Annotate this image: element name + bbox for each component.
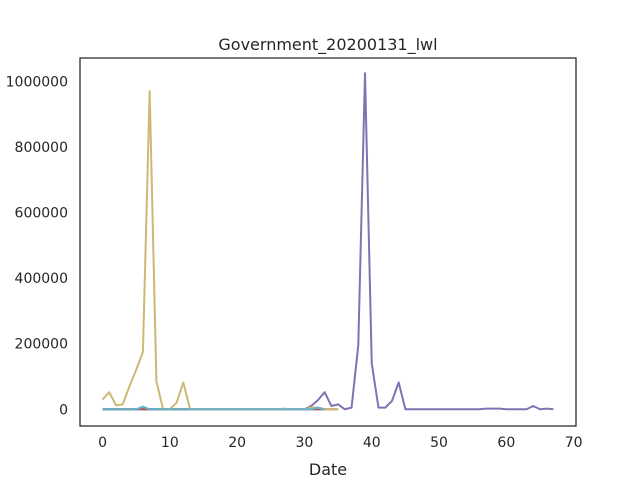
x-tick-label: 40 xyxy=(363,435,381,451)
series-line-5 xyxy=(101,90,339,411)
x-axis-label: Date xyxy=(309,460,347,479)
series-line-4 xyxy=(297,72,554,411)
x-tick-label: 10 xyxy=(161,435,179,451)
chart-title: Government_20200131_lwl xyxy=(218,35,437,55)
y-tick-label: 400000 xyxy=(15,271,68,287)
series-line-6 xyxy=(102,405,325,411)
x-tick-label: 50 xyxy=(430,435,448,451)
y-tick-label: 200000 xyxy=(15,337,68,353)
y-tick-label: 0 xyxy=(59,402,68,418)
x-tick-label: 0 xyxy=(98,435,107,451)
x-tick-label: 70 xyxy=(565,435,583,451)
plot-frame xyxy=(79,57,577,427)
y-tick-label: 1000000 xyxy=(6,74,68,90)
x-tick-label: 20 xyxy=(228,435,246,451)
series-layer xyxy=(101,72,554,411)
x-tick-label: 60 xyxy=(497,435,515,451)
x-tick-label: 30 xyxy=(296,435,314,451)
y-tick-label: 800000 xyxy=(15,140,68,156)
tick-layer: 0 10 20 30 40 50 60 70 0 200000 400000 600000 800000… xyxy=(6,74,583,451)
y-tick-label: 600000 xyxy=(15,205,68,221)
